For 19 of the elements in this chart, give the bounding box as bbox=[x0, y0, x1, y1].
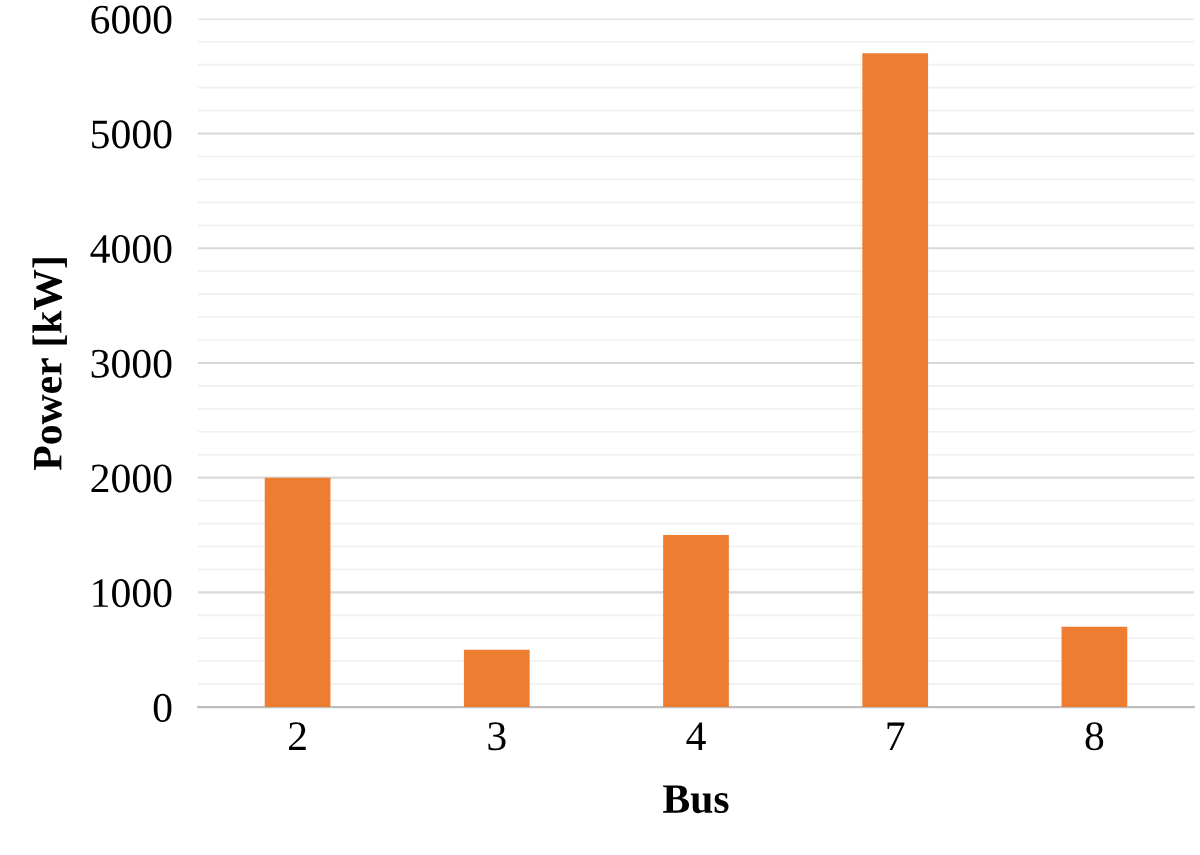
bar bbox=[862, 53, 929, 708]
bar bbox=[463, 649, 530, 708]
y-tick-label: 5000 bbox=[92, 120, 172, 149]
bar bbox=[1061, 626, 1128, 708]
y-tick-label: 0 bbox=[153, 693, 172, 722]
y-tick-label: 4000 bbox=[90, 234, 172, 264]
bar bbox=[264, 477, 331, 708]
y-tick-label: 3000 bbox=[91, 349, 172, 378]
x-tick-label: 7 bbox=[887, 722, 905, 750]
y-tick-label: 2000 bbox=[91, 464, 172, 493]
x-tick-label: 4 bbox=[686, 722, 706, 750]
x-axis-title: Bus bbox=[663, 785, 729, 814]
x-tick-label: 2 bbox=[289, 722, 306, 750]
bar bbox=[663, 535, 729, 708]
x-tick-label: 3 bbox=[488, 722, 506, 751]
y-tick-label: 1000 bbox=[93, 579, 172, 608]
y-tick-label: 6000 bbox=[91, 5, 172, 34]
y-axis-title: Power [kW] bbox=[32, 258, 67, 471]
x-tick-label: 8 bbox=[1085, 722, 1104, 751]
